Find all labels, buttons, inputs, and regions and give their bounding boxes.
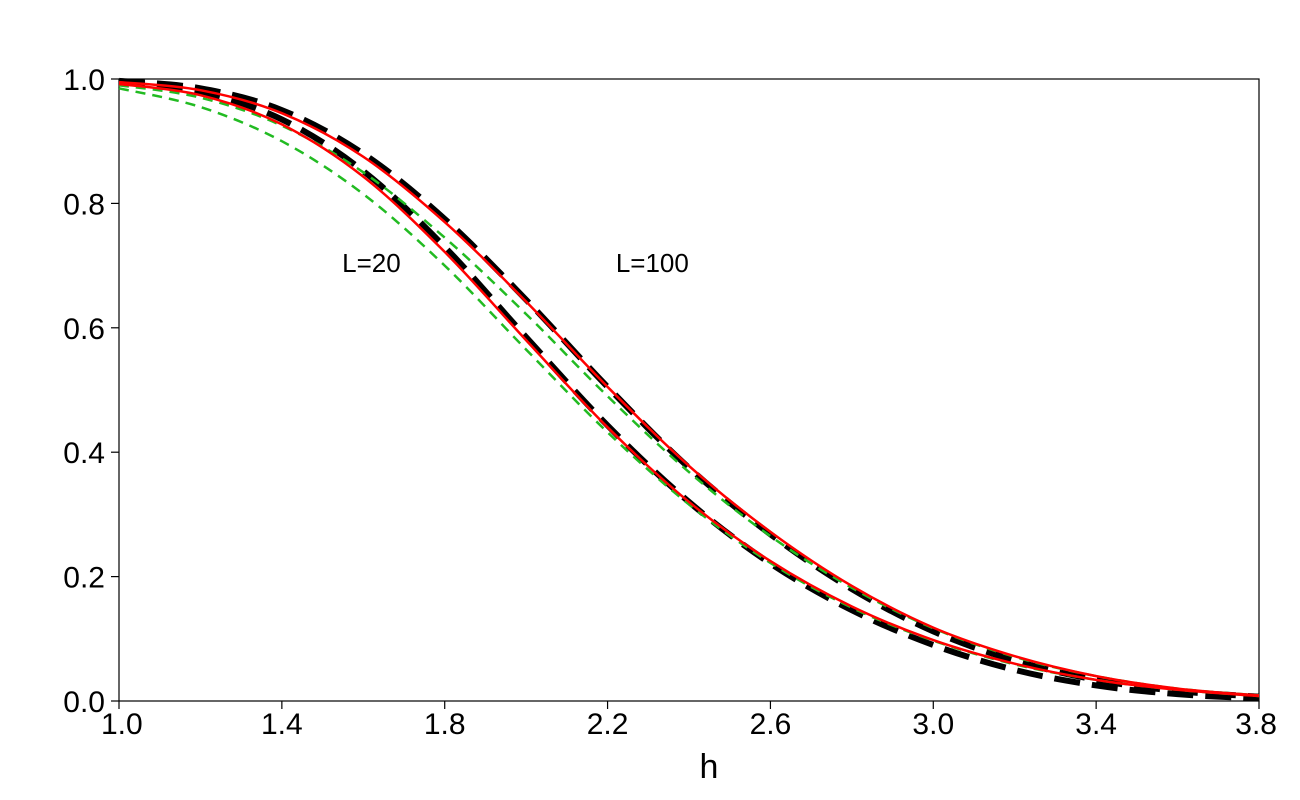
x-axis-label: h bbox=[700, 748, 719, 786]
annotation-label: L=100 bbox=[616, 248, 689, 278]
y-tick-label: 0.4 bbox=[63, 437, 105, 470]
x-tick-label: 3.8 bbox=[1235, 708, 1277, 741]
x-tick-label: 2.6 bbox=[750, 708, 792, 741]
series-line-l100-green-dash bbox=[118, 83, 1260, 697]
x-tick-label: 2.2 bbox=[587, 708, 629, 741]
y-tick-label: 0.8 bbox=[63, 188, 105, 221]
series-line-l100-red-solid bbox=[118, 80, 1260, 697]
annotation-label: L=20 bbox=[342, 248, 401, 278]
series-line-l20-black-long-dash bbox=[118, 79, 1260, 702]
x-tick-label: 1.4 bbox=[261, 708, 303, 741]
series-line-l20-green-dash bbox=[118, 87, 1260, 698]
x-tick-label: 1.8 bbox=[424, 708, 466, 741]
y-tick-label: 0.6 bbox=[63, 313, 105, 346]
x-tick-label: 3.0 bbox=[912, 708, 954, 741]
x-tick-label: 3.4 bbox=[1075, 708, 1117, 741]
plot-area bbox=[118, 78, 1260, 702]
x-tick-label: 1.0 bbox=[101, 708, 143, 741]
series-line-l100-black-long-dash bbox=[118, 77, 1260, 700]
y-tick-label: 0.0 bbox=[63, 686, 105, 719]
series-line-l20-red-solid bbox=[118, 82, 1260, 698]
y-tick-label: 0.2 bbox=[63, 562, 105, 595]
y-tick-label: 1.0 bbox=[63, 64, 105, 97]
